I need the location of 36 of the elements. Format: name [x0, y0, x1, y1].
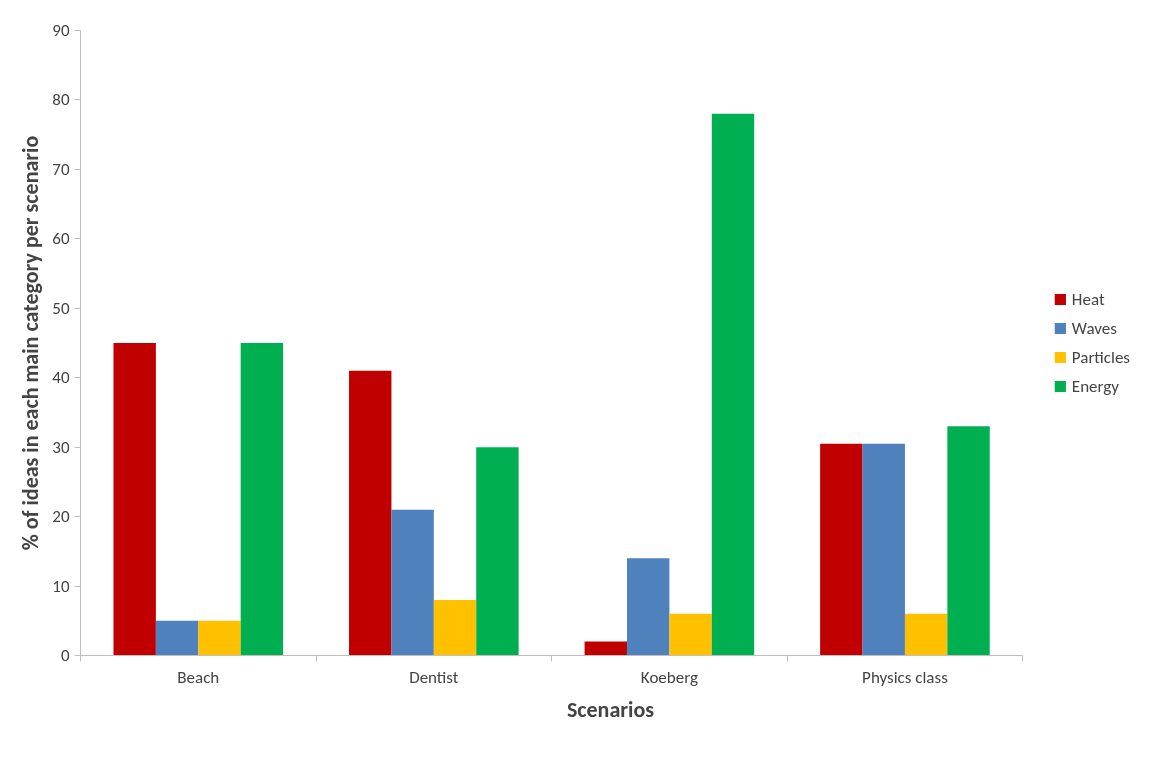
bar [904, 613, 948, 656]
legend-label: Heat [1071, 288, 1105, 310]
bar [391, 509, 434, 656]
bar [862, 443, 905, 656]
legend-label: Particles [1071, 346, 1130, 368]
x-tick-label: Koeberg [640, 666, 698, 688]
y-tick-label: 40 [52, 367, 70, 389]
y-tick-label: 0 [60, 645, 70, 666]
y-tick-label: 60 [52, 228, 70, 250]
y-tick-label: 20 [52, 506, 70, 528]
bar [820, 443, 863, 656]
x-tick-label: Physics class [862, 666, 949, 688]
bar [947, 426, 990, 656]
bar [349, 370, 392, 656]
y-tick-label: 10 [52, 575, 70, 597]
bar [669, 613, 712, 656]
bar [476, 447, 519, 656]
x-tick-label: Beach [177, 666, 220, 688]
y-tick-label: 80 [52, 89, 70, 111]
x-tick-label: Dentist [409, 666, 459, 688]
bar [711, 113, 755, 656]
y-tick-label: 30 [52, 436, 70, 458]
bar [198, 620, 241, 656]
y-axis-title: % of ideas in each main category per scenario [17, 135, 45, 551]
legend-label: Energy [1071, 375, 1119, 397]
legend-label: Waves [1071, 317, 1117, 339]
bar [626, 558, 670, 656]
y-tick-label: 50 [52, 297, 70, 319]
bar [113, 343, 156, 656]
bar [433, 599, 477, 656]
x-axis-title: Scenarios [566, 695, 655, 723]
bar [240, 343, 284, 656]
y-tick-label: 70 [52, 158, 70, 180]
bar [584, 641, 627, 656]
y-tick-label: 90 [52, 20, 70, 41]
bar [155, 620, 199, 656]
